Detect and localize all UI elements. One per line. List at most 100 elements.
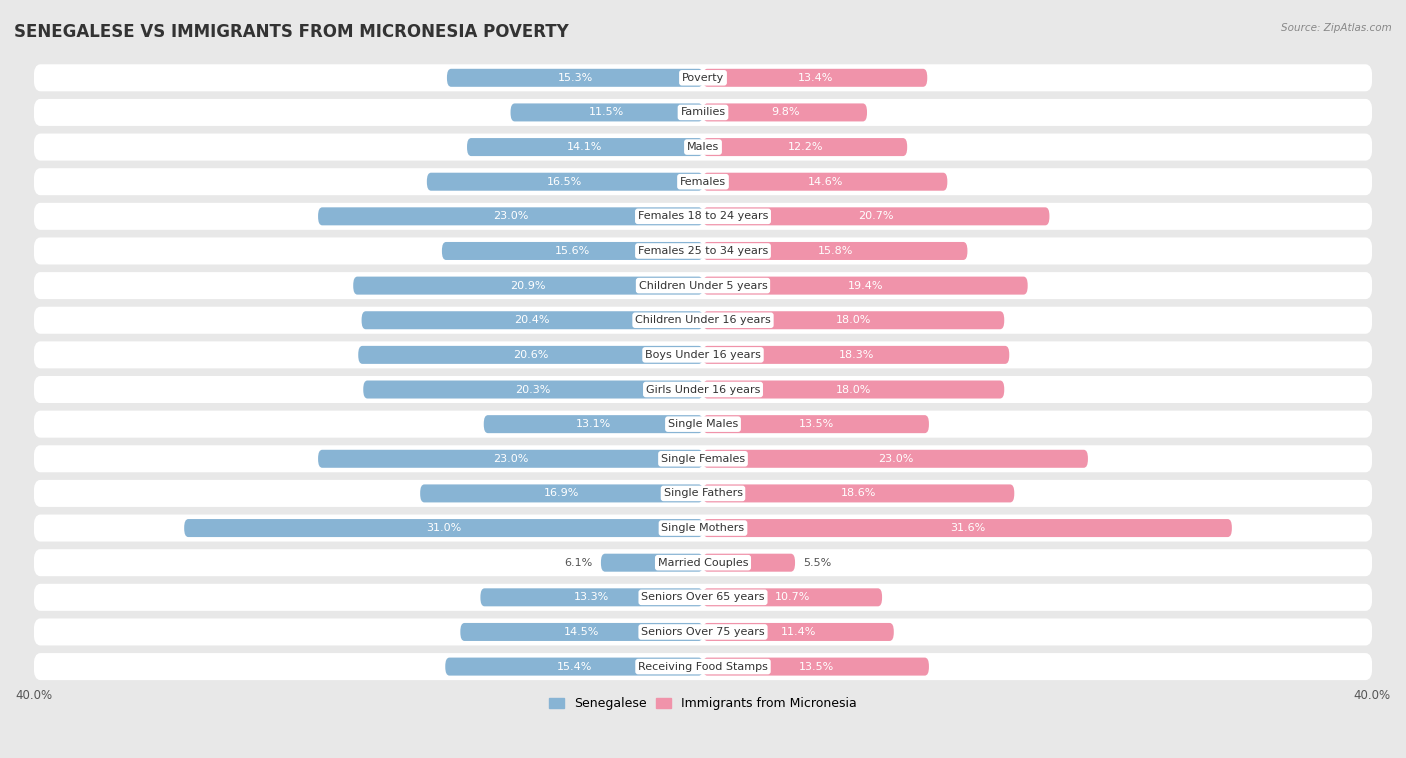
FancyBboxPatch shape: [353, 277, 703, 295]
Text: Source: ZipAtlas.com: Source: ZipAtlas.com: [1281, 23, 1392, 33]
Text: Single Females: Single Females: [661, 454, 745, 464]
FancyBboxPatch shape: [34, 584, 1372, 611]
FancyBboxPatch shape: [703, 69, 928, 87]
Text: 31.0%: 31.0%: [426, 523, 461, 533]
Text: 6.1%: 6.1%: [564, 558, 592, 568]
Text: 20.9%: 20.9%: [510, 280, 546, 290]
Text: 13.4%: 13.4%: [797, 73, 832, 83]
Text: 13.3%: 13.3%: [574, 592, 609, 603]
Text: 10.7%: 10.7%: [775, 592, 810, 603]
FancyBboxPatch shape: [318, 449, 703, 468]
FancyBboxPatch shape: [703, 415, 929, 433]
FancyBboxPatch shape: [447, 69, 703, 87]
Text: Receiving Food Stamps: Receiving Food Stamps: [638, 662, 768, 672]
Text: 18.0%: 18.0%: [837, 384, 872, 394]
FancyBboxPatch shape: [34, 445, 1372, 472]
Text: 11.5%: 11.5%: [589, 108, 624, 117]
Text: 23.0%: 23.0%: [877, 454, 912, 464]
FancyBboxPatch shape: [703, 588, 882, 606]
FancyBboxPatch shape: [420, 484, 703, 503]
FancyBboxPatch shape: [427, 173, 703, 191]
Text: Seniors Over 65 years: Seniors Over 65 years: [641, 592, 765, 603]
Text: 18.3%: 18.3%: [838, 350, 873, 360]
Text: 18.6%: 18.6%: [841, 488, 876, 499]
Text: 16.5%: 16.5%: [547, 177, 582, 186]
FancyBboxPatch shape: [467, 138, 703, 156]
Text: 20.4%: 20.4%: [515, 315, 550, 325]
FancyBboxPatch shape: [34, 411, 1372, 437]
FancyBboxPatch shape: [703, 484, 1014, 503]
FancyBboxPatch shape: [34, 237, 1372, 265]
Text: 16.9%: 16.9%: [544, 488, 579, 499]
Text: 20.3%: 20.3%: [516, 384, 551, 394]
Text: 20.6%: 20.6%: [513, 350, 548, 360]
FancyBboxPatch shape: [363, 381, 703, 399]
Text: Poverty: Poverty: [682, 73, 724, 83]
Text: Girls Under 16 years: Girls Under 16 years: [645, 384, 761, 394]
FancyBboxPatch shape: [703, 138, 907, 156]
FancyBboxPatch shape: [34, 376, 1372, 403]
Text: Seniors Over 75 years: Seniors Over 75 years: [641, 627, 765, 637]
Text: SENEGALESE VS IMMIGRANTS FROM MICRONESIA POVERTY: SENEGALESE VS IMMIGRANTS FROM MICRONESIA…: [14, 23, 569, 41]
FancyBboxPatch shape: [34, 203, 1372, 230]
Text: 5.5%: 5.5%: [803, 558, 832, 568]
Text: Single Males: Single Males: [668, 419, 738, 429]
FancyBboxPatch shape: [359, 346, 703, 364]
FancyBboxPatch shape: [34, 515, 1372, 541]
FancyBboxPatch shape: [510, 103, 703, 121]
FancyBboxPatch shape: [703, 103, 868, 121]
Text: 11.4%: 11.4%: [780, 627, 815, 637]
FancyBboxPatch shape: [703, 173, 948, 191]
Text: 13.5%: 13.5%: [799, 419, 834, 429]
FancyBboxPatch shape: [600, 553, 703, 572]
Text: 9.8%: 9.8%: [770, 108, 799, 117]
Text: 14.6%: 14.6%: [807, 177, 842, 186]
Text: 20.7%: 20.7%: [859, 211, 894, 221]
Text: Females: Females: [681, 177, 725, 186]
Text: Single Fathers: Single Fathers: [664, 488, 742, 499]
FancyBboxPatch shape: [703, 449, 1088, 468]
FancyBboxPatch shape: [34, 480, 1372, 507]
FancyBboxPatch shape: [441, 242, 703, 260]
FancyBboxPatch shape: [34, 99, 1372, 126]
Text: Children Under 16 years: Children Under 16 years: [636, 315, 770, 325]
FancyBboxPatch shape: [34, 64, 1372, 91]
FancyBboxPatch shape: [34, 133, 1372, 161]
Text: 13.1%: 13.1%: [575, 419, 612, 429]
Text: 15.6%: 15.6%: [555, 246, 591, 256]
Text: Families: Families: [681, 108, 725, 117]
FancyBboxPatch shape: [34, 307, 1372, 334]
Text: 15.8%: 15.8%: [817, 246, 853, 256]
FancyBboxPatch shape: [34, 168, 1372, 196]
Text: Single Mothers: Single Mothers: [661, 523, 745, 533]
FancyBboxPatch shape: [481, 588, 703, 606]
Text: Boys Under 16 years: Boys Under 16 years: [645, 350, 761, 360]
Text: Females 18 to 24 years: Females 18 to 24 years: [638, 211, 768, 221]
FancyBboxPatch shape: [34, 550, 1372, 576]
Text: 23.0%: 23.0%: [494, 454, 529, 464]
Text: Children Under 5 years: Children Under 5 years: [638, 280, 768, 290]
FancyBboxPatch shape: [703, 242, 967, 260]
Text: 19.4%: 19.4%: [848, 280, 883, 290]
FancyBboxPatch shape: [446, 658, 703, 675]
FancyBboxPatch shape: [34, 619, 1372, 646]
Text: Females 25 to 34 years: Females 25 to 34 years: [638, 246, 768, 256]
Text: 12.2%: 12.2%: [787, 142, 823, 152]
FancyBboxPatch shape: [34, 272, 1372, 299]
FancyBboxPatch shape: [361, 312, 703, 329]
FancyBboxPatch shape: [460, 623, 703, 641]
Text: Married Couples: Married Couples: [658, 558, 748, 568]
Text: 31.6%: 31.6%: [950, 523, 986, 533]
Text: 13.5%: 13.5%: [799, 662, 834, 672]
Text: 18.0%: 18.0%: [837, 315, 872, 325]
Legend: Senegalese, Immigrants from Micronesia: Senegalese, Immigrants from Micronesia: [544, 692, 862, 715]
FancyBboxPatch shape: [703, 208, 1049, 225]
FancyBboxPatch shape: [703, 312, 1004, 329]
FancyBboxPatch shape: [703, 623, 894, 641]
FancyBboxPatch shape: [703, 346, 1010, 364]
FancyBboxPatch shape: [703, 519, 1232, 537]
Text: 14.5%: 14.5%: [564, 627, 599, 637]
FancyBboxPatch shape: [703, 553, 794, 572]
FancyBboxPatch shape: [703, 381, 1004, 399]
FancyBboxPatch shape: [484, 415, 703, 433]
